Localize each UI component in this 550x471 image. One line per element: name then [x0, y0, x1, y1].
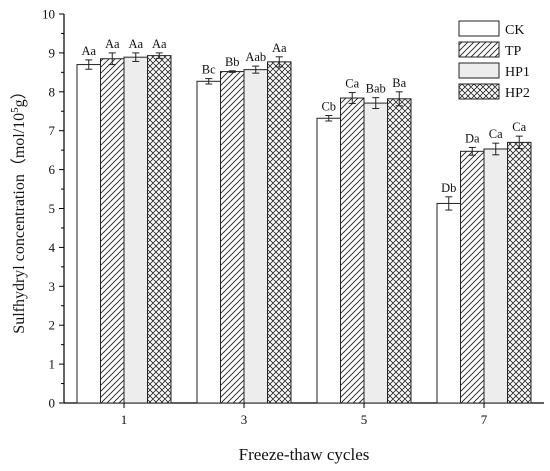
significance-label: Aa	[81, 44, 96, 58]
bar-tp	[100, 58, 125, 404]
bar-hp1	[243, 69, 268, 404]
y-tick-label: 9	[49, 45, 56, 60]
x-axis-title: Freeze-thaw cycles	[239, 445, 370, 464]
bar-hp1	[123, 56, 148, 404]
significance-label: Aa	[128, 37, 143, 51]
bar-hp2	[507, 141, 532, 404]
significance-label: Db	[441, 181, 456, 195]
bar-hp1	[483, 148, 508, 404]
y-axis-title: Sulfhydryl concentration（mol/105g）	[9, 83, 28, 333]
bar-hp2	[387, 98, 412, 404]
x-tick-label: 1	[121, 412, 128, 427]
y-tick-label: 10	[42, 7, 55, 22]
legend-swatch-hp1	[458, 62, 500, 79]
significance-label: Bb	[225, 55, 240, 69]
x-tick-label: 5	[361, 412, 368, 427]
significance-label: Aa	[272, 41, 287, 55]
y-axis-title-superscript: 5	[9, 107, 21, 113]
y-tick-label: 0	[49, 396, 56, 411]
plot-area: 0 1 2 3 4 5 6 7 8 9 10 Aa Aa Aa Aa 1 Bc Bb Aab Aa 3 Cb Ca Bab Ba…	[9, 7, 544, 464]
significance-label: Bab	[366, 82, 386, 96]
significance-label: Ba	[392, 76, 406, 90]
significance-label: Aab	[245, 50, 266, 64]
significance-label: Bc	[202, 63, 216, 77]
y-tick-label: 6	[49, 162, 56, 177]
significance-label: Ca	[345, 77, 359, 91]
legend-swatch-ck	[458, 20, 500, 37]
legend-label-ck: CK	[505, 23, 524, 38]
bar-tp	[460, 150, 485, 404]
x-tick-label: 7	[481, 412, 488, 427]
x-tick-label: 3	[241, 412, 248, 427]
bar-tp	[340, 97, 365, 404]
significance-label: Aa	[105, 37, 120, 51]
y-tick-label: 8	[49, 84, 56, 99]
legend-swatch-hp2	[458, 83, 500, 100]
y-tick-label: 1	[49, 357, 56, 372]
bar-ck	[316, 117, 341, 404]
bar-ck	[436, 202, 461, 404]
significance-label: Cb	[321, 100, 336, 114]
bar-ck	[196, 80, 221, 404]
y-tick-label: 3	[49, 279, 56, 294]
significance-label: Da	[465, 131, 480, 145]
legend-label-hp1: HP1	[505, 65, 530, 80]
significance-label: Aa	[152, 37, 167, 51]
y-tick-label: 5	[49, 201, 56, 216]
y-tick-label: 7	[49, 123, 56, 138]
y-tick-label: 4	[49, 240, 56, 255]
y-tick-label: 2	[49, 318, 56, 333]
bar-hp1	[363, 102, 388, 404]
legend-swatch-tp	[458, 41, 500, 58]
legend: CK TP HP1 HP2	[458, 20, 530, 101]
bar-tp	[220, 71, 245, 404]
legend-label-tp: TP	[505, 44, 522, 59]
y-axis-title-tail: g）	[10, 83, 28, 107]
bar-hp2	[267, 61, 292, 404]
legend-label-hp2: HP2	[505, 86, 530, 101]
y-axis-title-main: Sulfhydryl concentration（mol/10	[10, 113, 28, 334]
significance-label: Ca	[489, 127, 503, 141]
bar-hp2	[147, 55, 172, 404]
bar-ck	[76, 64, 101, 404]
significance-label: Ca	[512, 120, 526, 134]
